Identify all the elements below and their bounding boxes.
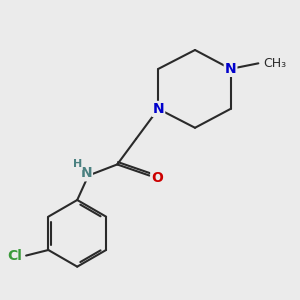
Text: N: N xyxy=(225,62,236,76)
Text: H: H xyxy=(73,159,82,170)
Text: O: O xyxy=(151,171,163,185)
Text: N: N xyxy=(80,166,92,180)
Text: Cl: Cl xyxy=(8,249,22,262)
Text: CH₃: CH₃ xyxy=(263,57,286,70)
Text: N: N xyxy=(152,102,164,116)
